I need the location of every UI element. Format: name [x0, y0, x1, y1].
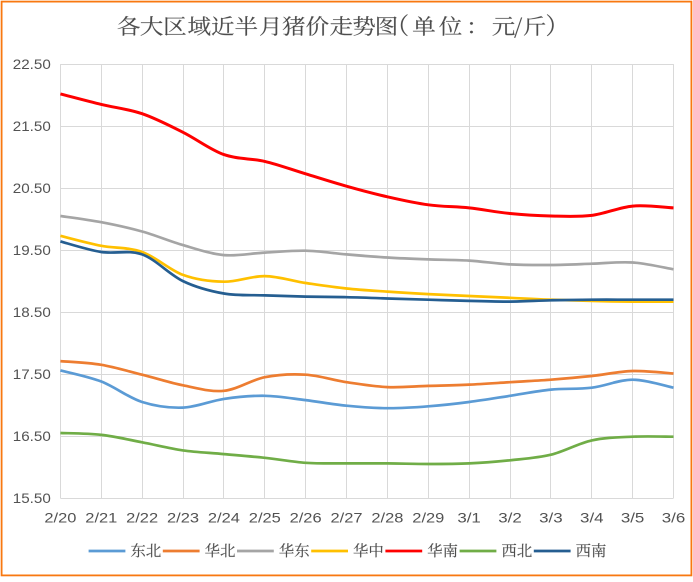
svg-text:15.50: 15.50	[13, 490, 51, 506]
svg-text:3/1: 3/1	[457, 509, 481, 525]
svg-text:3/4: 3/4	[580, 509, 604, 525]
svg-text:2/22: 2/22	[126, 509, 158, 525]
svg-text:2/21: 2/21	[85, 509, 117, 525]
svg-text:3/6: 3/6	[662, 509, 686, 525]
svg-text:17.50: 17.50	[13, 366, 51, 382]
svg-text:3/5: 3/5	[621, 509, 645, 525]
svg-text:3/2: 3/2	[498, 509, 522, 525]
svg-text:21.50: 21.50	[13, 118, 51, 134]
svg-text:2/24: 2/24	[208, 509, 240, 525]
svg-text:2/26: 2/26	[290, 509, 322, 525]
svg-text:19.50: 19.50	[13, 242, 51, 258]
svg-text:2/20: 2/20	[44, 509, 76, 525]
svg-text:2/28: 2/28	[371, 509, 403, 525]
svg-text:22.50: 22.50	[13, 56, 51, 72]
svg-text:18.50: 18.50	[13, 304, 51, 320]
svg-text:2/29: 2/29	[412, 509, 444, 525]
svg-text:16.50: 16.50	[13, 428, 51, 444]
svg-text:2/27: 2/27	[331, 509, 363, 525]
svg-text:20.50: 20.50	[13, 180, 51, 196]
svg-text:3/3: 3/3	[539, 509, 563, 525]
svg-text:2/25: 2/25	[249, 509, 281, 525]
svg-text:2/23: 2/23	[167, 509, 199, 525]
